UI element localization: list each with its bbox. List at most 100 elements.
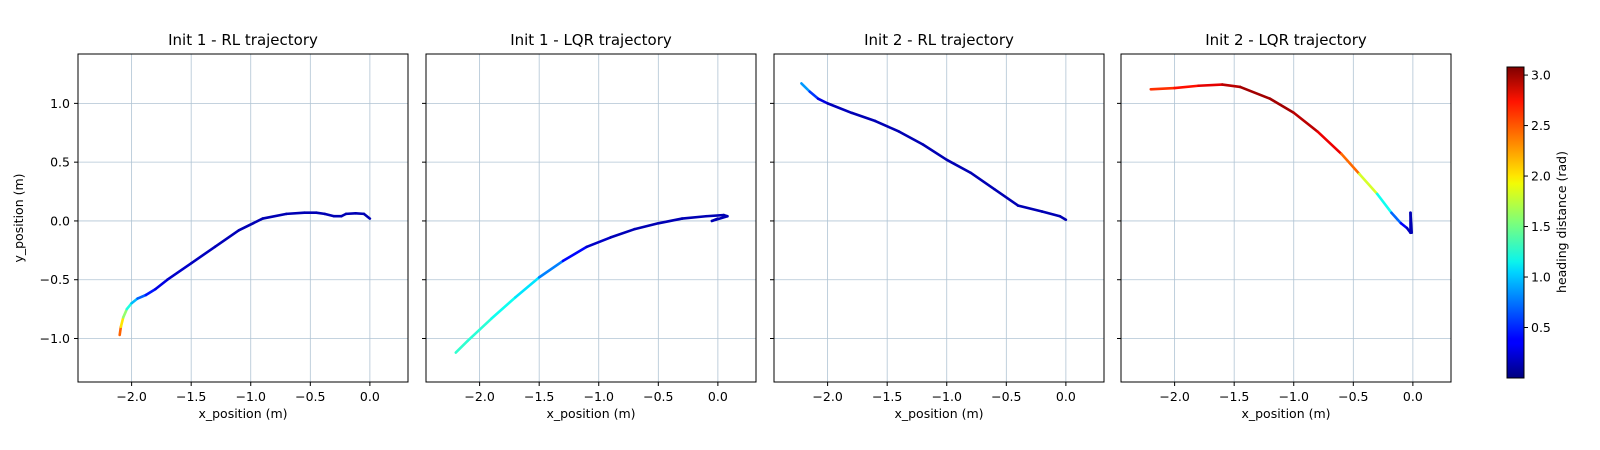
trajectory-segment [1292,111,1319,133]
x-axis-label: x_position (m) [1241,406,1330,421]
trajectory-segment [609,227,636,239]
trajectory-segment [969,171,996,191]
trajectory-segment [945,158,972,175]
x-tick-label: 0.0 [708,389,728,404]
trajectory-segment [454,339,469,354]
x-tick-label: −0.5 [295,389,325,404]
y-tick-label: 0.0 [50,213,70,228]
trajectory-segment [314,211,326,216]
trajectory-segment [323,212,336,218]
panel-1: −2.0 −1.5 −1.0 −0.5 0.0 −1.0 −0.5 0.0 0.5 1.0 Init… [11,31,409,421]
trajectory-segment [1409,211,1413,234]
trajectory-segment [118,325,123,337]
colorbar-gradient [1506,66,1525,379]
x-tick-label: −1.0 [236,389,266,404]
panel-title: Init 2 - RL trajectory [864,31,1014,49]
trajectory-segment [1268,97,1296,115]
trajectory-segment [633,221,660,231]
trajectory-segment [1390,211,1403,225]
trajectory-segment [1149,86,1176,91]
x-axis-label: x_position (m) [894,406,983,421]
trajectory-segment [657,217,684,225]
trajectory-segment [816,97,829,105]
y-axis-label: y_position (m) [11,173,26,262]
x-tick-label: −1.0 [1279,389,1309,404]
colorbar-tick-label: 3.0 [1531,68,1551,83]
trajectory-segment [237,217,264,232]
trajectory-segment [921,143,949,162]
trajectory-segment [166,261,193,282]
x-tick-label: −0.5 [1338,389,1368,404]
x-tick-label: −0.5 [643,389,673,404]
trajectory-segment [1016,204,1044,213]
trajectory-segment [1197,83,1224,88]
trajectory-segment [189,245,217,265]
trajectory [1149,83,1413,234]
panel-title: Init 2 - LQR trajectory [1205,31,1367,49]
axes-frame [1120,53,1452,383]
y-tick-label: 1.0 [50,96,70,111]
colorbar-tick-label: 1.5 [1531,219,1551,234]
trajectory-segment [121,307,129,319]
x-tick-label: −2.0 [464,389,494,404]
x-tick-label: −1.5 [872,389,902,404]
x-tick-label: −1.5 [524,389,554,404]
trajectory-segment [1238,85,1272,100]
trajectory-segment [1058,214,1068,222]
x-tick-label: −0.5 [991,389,1021,404]
trajectory [800,82,1068,222]
x-tick-label: −1.0 [584,389,614,404]
y-tick-label: 0.5 [50,155,70,170]
trajectory-segment [800,82,812,93]
trajectory-segment [136,293,148,300]
x-tick-label: 0.0 [1403,389,1423,404]
trajectory-segment [1316,130,1343,156]
trajectory-segment [362,212,372,220]
y-tick-label: −0.5 [40,272,70,287]
trajectory-segment [808,90,820,100]
panel-3: −2.0 −1.5 −1.0 −0.5 0.0 Init 2 - RL trajector… [770,31,1105,421]
trajectory-segment [850,111,877,123]
trajectory-segment [1357,172,1379,196]
trajectory-segment [561,245,589,263]
trajectory-segment [680,214,708,220]
panel-2: −2.0 −1.5 −1.0 −0.5 0.0 Init 1 - LQR trajecto… [422,31,757,421]
axes-frame [425,53,757,383]
colorbar-tick-label: 2.5 [1531,118,1551,133]
colorbar-tick-label: 1.0 [1531,270,1551,285]
trajectory [454,213,729,354]
trajectory-segment [119,316,125,329]
x-tick-label: −1.0 [932,389,962,404]
trajectory-segment [710,217,720,223]
trajectory-segment [585,236,612,249]
trajectory-segment [1040,210,1062,218]
axes-frame [77,53,409,383]
trajectory-segment [261,212,288,220]
trajectory-segment [873,119,901,133]
x-axis-label: x_position (m) [546,406,635,421]
trajectory-segment [466,317,493,343]
trajectory-segment [144,287,157,297]
trajectory-segment [154,278,169,291]
trajectory [118,211,372,337]
trajectory-segment [826,102,853,115]
x-axis-label: x_position (m) [198,406,287,421]
panel-title: Init 1 - LQR trajectory [510,31,672,49]
x-tick-label: −1.5 [176,389,206,404]
trajectory-segment [897,130,925,146]
trajectory-segment [1340,152,1361,176]
trajectory-segment [344,211,357,216]
trajectory-segment [1375,192,1393,215]
panel-title: Init 1 - RL trajectory [168,31,318,49]
axes-frame [773,53,1105,383]
colorbar-label: heading distance (rad) [1554,151,1569,293]
trajectory-segment [514,276,541,299]
trajectory-segment [704,213,726,218]
colorbar-tick-label: 2.0 [1531,169,1551,184]
trajectory-segment [537,259,565,279]
trajectory-segment [285,211,306,216]
trajectory-segment [213,229,241,249]
x-tick-label: 0.0 [360,389,380,404]
x-tick-label: −1.5 [1219,389,1249,404]
